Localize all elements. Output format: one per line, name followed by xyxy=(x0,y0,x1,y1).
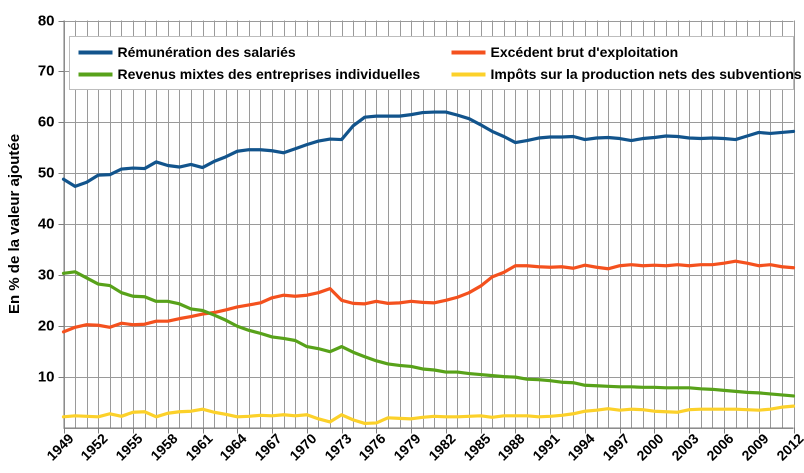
x-tick-label: 2009 xyxy=(738,430,771,463)
x-axis-tick-labels: 1949 1952 1955 1958 1961 1964 1967 1970 1973 1976… xyxy=(43,430,804,463)
legend-background xyxy=(69,36,794,90)
chart-legend: Rémunération des salariés Excédent brut d… xyxy=(69,36,802,90)
y-tick-label: 10 xyxy=(38,368,55,385)
x-tick-label: 1958 xyxy=(147,430,180,463)
y-tick-label: 50 xyxy=(38,164,55,181)
x-tick-label: 1952 xyxy=(77,430,110,463)
y-tick-label: 40 xyxy=(38,215,55,232)
series-line-2 xyxy=(61,270,796,398)
series-line-1 xyxy=(61,259,796,334)
y-tick-label: 70 xyxy=(38,62,55,79)
x-tick-label: 2006 xyxy=(703,430,736,463)
x-tick-label: 1973 xyxy=(321,430,354,463)
legend-label-0: Rémunération des salariés xyxy=(118,44,296,60)
y-tick-label: 20 xyxy=(38,317,55,334)
series-line-3 xyxy=(61,404,796,426)
y-axis-title: En % de la valeur ajoutée xyxy=(6,134,23,314)
x-tick-label: 2003 xyxy=(668,430,701,463)
x-tick-label: 2000 xyxy=(633,430,666,463)
y-tick-label: 80 xyxy=(38,12,55,29)
x-tick-label: 1988 xyxy=(494,430,527,463)
x-tick-label: 1955 xyxy=(112,430,145,463)
axis-layer xyxy=(58,20,796,434)
x-tick-label: 1982 xyxy=(425,430,458,463)
x-tick-label: 1979 xyxy=(390,430,423,463)
x-tick-label: 1985 xyxy=(460,430,493,463)
y-tick-label: 60 xyxy=(38,113,55,130)
legend-label-2: Revenus mixtes des entreprises individue… xyxy=(118,66,421,82)
series-layer xyxy=(61,110,796,426)
x-tick-label: 1991 xyxy=(529,430,562,463)
x-tick-label: 2012 xyxy=(773,430,804,463)
legend-label-1: Excédent brut d'exploitation xyxy=(491,44,679,60)
y-axis-tick-labels: 10 20 30 40 50 60 70 80 xyxy=(38,12,55,385)
x-tick-label: 1964 xyxy=(216,430,249,463)
y-tick-label: 30 xyxy=(38,266,55,283)
x-tick-label: 1961 xyxy=(182,430,215,463)
legend-label-3: Impôts sur la production nets des subven… xyxy=(491,66,802,82)
x-tick-label: 1967 xyxy=(251,430,284,463)
x-tick-label: 1976 xyxy=(355,430,388,463)
x-tick-label: 1994 xyxy=(564,430,597,463)
x-tick-label: 1949 xyxy=(43,430,76,463)
x-tick-label: 1970 xyxy=(286,430,319,463)
series-line-0 xyxy=(61,110,796,188)
x-tick-label: 1997 xyxy=(599,430,632,463)
